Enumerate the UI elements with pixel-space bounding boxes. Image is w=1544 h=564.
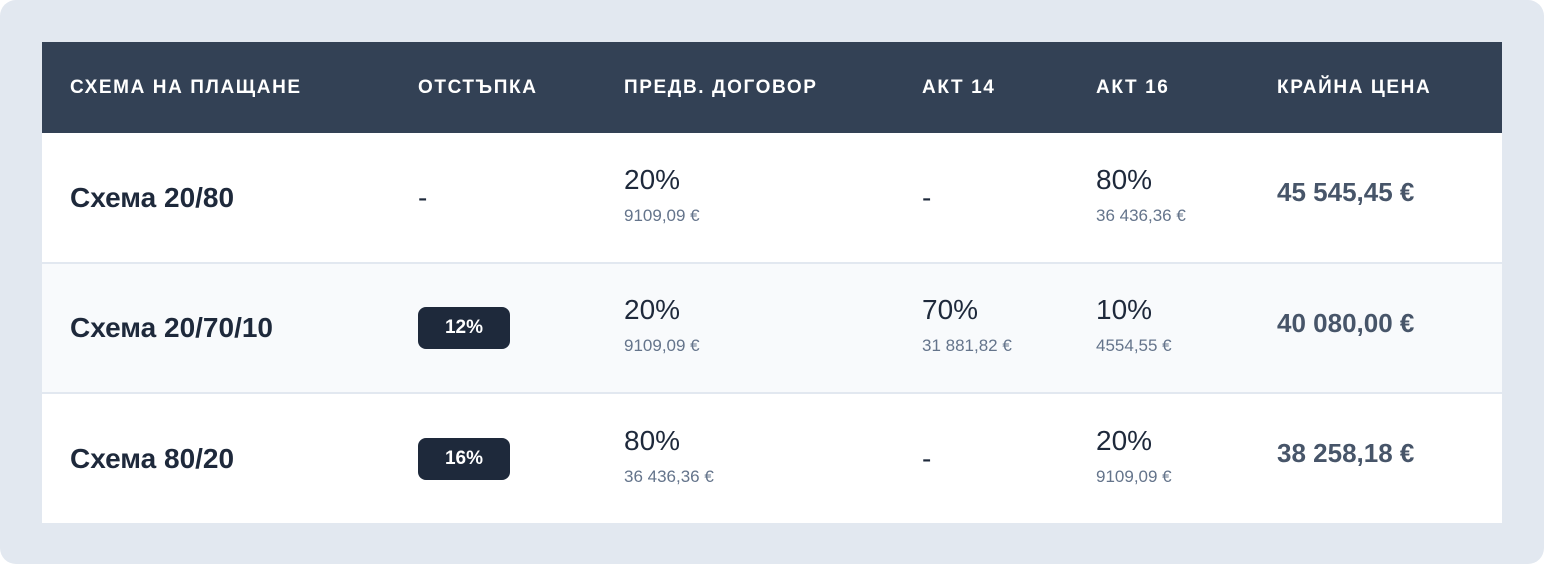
header-act-14: АКТ 14	[922, 76, 996, 98]
discount-empty: -	[418, 181, 428, 213]
final-price: 40 080,00 €	[1277, 307, 1415, 338]
final-price: 38 258,18 €	[1277, 438, 1415, 468]
table-row: Схема 80/20 16% 80% 36 436,36 € - 20% 9109…	[42, 392, 1502, 523]
pre-contract-percent: 20%	[624, 294, 681, 325]
act16-amount: 9109,09 €	[1096, 466, 1172, 486]
scheme-name: Схема 20/80	[70, 181, 235, 213]
scheme-name: Схема 80/20	[70, 442, 235, 474]
final-price: 45 545,45 €	[1277, 177, 1415, 207]
act14-empty: -	[922, 442, 932, 474]
pre-contract-percent: 20%	[624, 163, 681, 195]
header-act-16: АКТ 16	[1096, 76, 1170, 98]
header-preliminary-contract: ПРЕДВ. ДОГОВОР	[624, 76, 818, 98]
discount-badge: 12%	[418, 307, 510, 349]
act16-percent: 80%	[1096, 163, 1153, 195]
table-row: Схема 20/80 - 20% 9109,09 € - 80% 36 436,3…	[42, 133, 1502, 263]
act14-amount: 31 881,82 €	[922, 336, 1012, 355]
act16-percent: 10%	[1096, 294, 1153, 325]
header-scheme: СХЕМА НА ПЛАЩАНЕ	[70, 76, 302, 98]
act14-percent: 70%	[922, 294, 979, 325]
pre-contract-amount: 9109,09 €	[624, 205, 700, 225]
act14-empty: -	[922, 181, 932, 213]
act16-amount: 36 436,36 €	[1096, 205, 1186, 225]
pre-contract-amount: 36 436,36 €	[624, 466, 714, 486]
discount-badge: 16%	[418, 437, 510, 480]
act16-amount: 4554,55 €	[1096, 336, 1172, 355]
table-header-row: СХЕМА НА ПЛАЩАНЕ ОТСТЪПКА ПРЕДВ. ДОГОВОР…	[42, 42, 1502, 133]
pre-contract-percent: 80%	[624, 424, 681, 456]
pre-contract-amount: 9109,09 €	[624, 336, 700, 355]
table-row: Схема 20/70/10 12% 20% 9109,09 € 70% 31 88…	[42, 262, 1502, 393]
scheme-name: Схема 20/70/10	[70, 312, 273, 343]
act16-percent: 20%	[1096, 424, 1153, 456]
header-discount: ОТСТЪПКА	[418, 76, 538, 98]
payment-schemes-table: СХЕМА НА ПЛАЩАНЕ ОТСТЪПКА ПРЕДВ. ДОГОВОР…	[42, 42, 1502, 523]
header-final-price: КРАЙНА ЦЕНА	[1277, 76, 1432, 98]
